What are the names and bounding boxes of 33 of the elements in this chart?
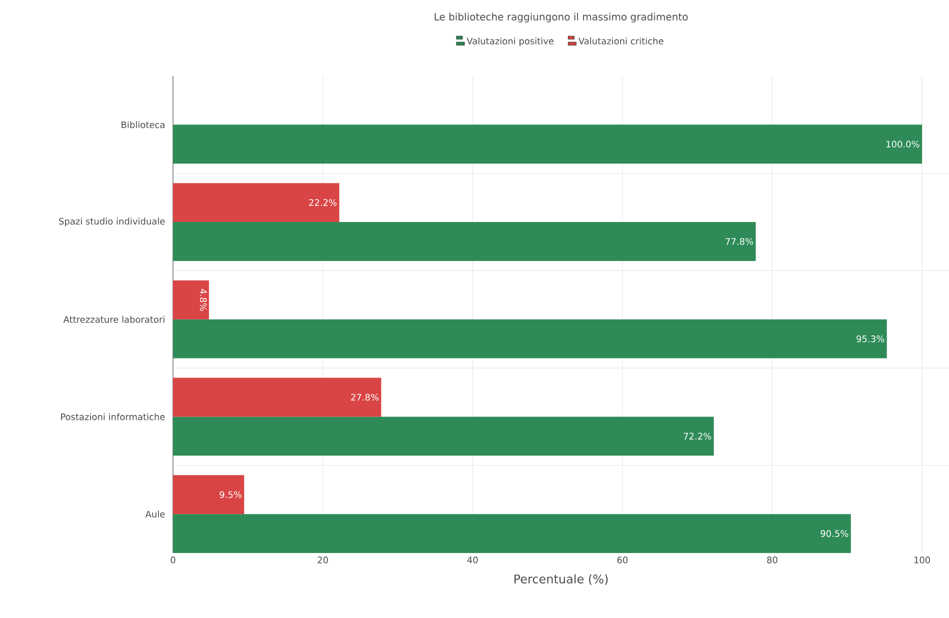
bar <box>173 416 714 456</box>
x-tick-label: 100 <box>914 556 930 564</box>
y-tick-label: Postazioni informatiche <box>61 413 165 420</box>
y-tick-label: Spazi studio individuale <box>59 218 165 226</box>
legend-label: Valutazioni critiche <box>578 37 664 44</box>
data-label: 72.2% <box>684 432 712 440</box>
data-label: 4.8% <box>200 288 207 311</box>
x-tick-label: 20 <box>318 556 328 564</box>
bar <box>173 280 209 320</box>
x-tick-label: 60 <box>617 556 628 564</box>
y-tick-label: Biblioteca <box>122 121 164 128</box>
bar <box>173 514 851 554</box>
bar <box>173 378 382 417</box>
x-tick-label: 80 <box>767 556 778 564</box>
legend-label: Valutazioni positive <box>466 37 554 46</box>
bar <box>173 124 922 164</box>
y-tick-label: Aule <box>145 510 165 518</box>
bar <box>173 319 887 358</box>
data-label: 27.8% <box>351 394 379 401</box>
data-label: 90.5% <box>820 530 848 537</box>
data-label: 95.3% <box>856 335 884 342</box>
bar <box>173 222 756 261</box>
x-axis-title: Percentuale (%) <box>514 574 608 585</box>
data-label: 77.8% <box>726 238 754 245</box>
data-label: 9.5% <box>220 491 242 498</box>
data-label: 100.0% <box>886 140 920 148</box>
bar <box>173 475 244 514</box>
x-tick-label: 0 <box>170 556 176 564</box>
x-tick-label: 40 <box>467 556 478 564</box>
chart-title: Le biblioteche raggiungono il massimo gradimento <box>434 12 688 22</box>
y-tick-label: Attrezzature laboratori <box>63 316 164 323</box>
bar <box>173 183 340 222</box>
data-label: 22.2% <box>309 199 337 206</box>
